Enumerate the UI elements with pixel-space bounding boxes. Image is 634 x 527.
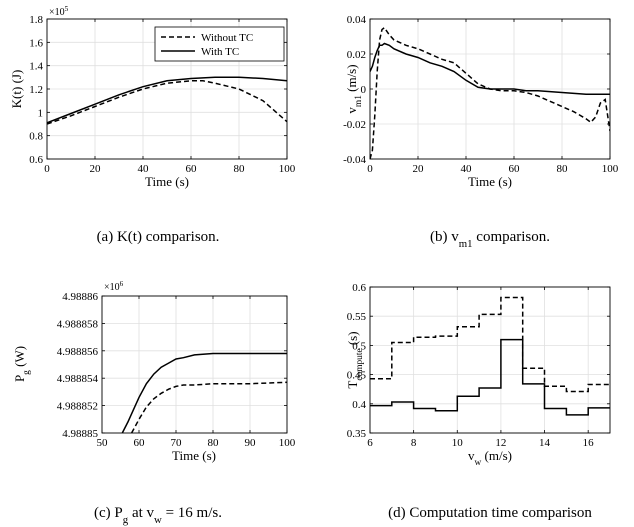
grid-lines xyxy=(369,286,610,434)
y-tick-label: -0.04 xyxy=(343,154,366,166)
x-tick-label: 6 xyxy=(367,437,373,449)
x-tick-label: 40 xyxy=(461,163,473,175)
x-tick-label: 80 xyxy=(234,163,246,175)
y-tick-label: 0.5 xyxy=(352,340,366,352)
legend: Without TC With TC xyxy=(154,26,285,62)
axes-box xyxy=(369,18,611,160)
y-tick-label: 4.988856 xyxy=(57,346,99,358)
x-axis-label: Time (s) xyxy=(172,448,216,463)
axes-box xyxy=(101,295,288,434)
y-axis-label: Pg​ (W) xyxy=(12,346,32,382)
y-tick-label: 0.6 xyxy=(29,154,43,166)
y-tick-label: 0.04 xyxy=(347,14,367,26)
y-tick-label: 1.4 xyxy=(29,61,43,73)
x-tick-label: 20 xyxy=(90,163,102,175)
y-axis-label: Tcompute​ (s) xyxy=(345,331,365,388)
x-tick-label: 80 xyxy=(208,437,220,449)
chart-panel-a: 0 20 40 60 80 100 0.6 0.8 1 1.2 1.4 1.6 1.8 Time (s) K… xyxy=(9,5,296,189)
y-axis-label: vm1​ (m/s) xyxy=(344,64,364,113)
x-tick-label: 14 xyxy=(539,437,551,449)
x-tick-label: 20 xyxy=(413,163,425,175)
axes-box xyxy=(46,18,288,160)
legend-label: With TC xyxy=(201,46,239,58)
y-tick-label: 4.988858 xyxy=(57,318,99,330)
series-line-solid xyxy=(121,352,287,433)
x-tick-label: 10 xyxy=(452,437,464,449)
x-axis-label: Time (s) xyxy=(468,174,512,189)
series-line-dashed xyxy=(370,296,610,393)
x-tick-label: 16 xyxy=(583,437,595,449)
caption-a: (a) K(t) comparison. xyxy=(97,229,220,245)
series-line-solid xyxy=(47,76,287,124)
x-tick-label: 8 xyxy=(411,437,417,449)
y-tick-label: 1.8 xyxy=(29,14,43,26)
y-tick-label: 4.988852 xyxy=(57,401,98,413)
series-line-solid xyxy=(370,338,610,416)
x-tick-label: 12 xyxy=(495,437,506,449)
x-tick-label: 80 xyxy=(557,163,569,175)
x-axis-label: vw​ (m/s) xyxy=(468,448,512,468)
chart-panel-b: 0 20 40 60 80 100 -0.04 -0.02 0 0.02 0.04 Time (s) v… xyxy=(343,14,619,189)
y-tick-label: 0.4 xyxy=(352,399,366,411)
x-tick-label: 90 xyxy=(245,437,257,449)
y-tick-label: 0.55 xyxy=(347,311,367,323)
x-tick-label: 100 xyxy=(279,437,296,449)
y-tick-label: 1 xyxy=(38,107,44,119)
legend-box xyxy=(154,26,285,62)
x-tick-label: 40 xyxy=(138,163,150,175)
x-tick-label: 50 xyxy=(97,437,109,449)
x-tick-label: 0 xyxy=(44,163,50,175)
y-multiplier-label: ×106​ xyxy=(104,280,124,293)
caption-c: (c) Pg​ at vw​ = 16 m/s. xyxy=(94,505,222,526)
x-tick-label: 70 xyxy=(171,437,183,449)
caption-d: (d) Computation time comparison xyxy=(388,505,592,521)
x-tick-label: 100 xyxy=(279,163,296,175)
y-tick-label: 0.35 xyxy=(347,428,367,440)
y-tick-label: 4.98885 xyxy=(62,428,98,440)
y-tick-label: 0 xyxy=(361,84,367,96)
series-line-dashed xyxy=(130,381,287,433)
legend-label: Without TC xyxy=(201,32,253,44)
y-tick-label: 1.2 xyxy=(29,84,43,96)
y-axis-label: K(t) (J) xyxy=(9,70,24,109)
x-tick-label: 60 xyxy=(186,163,198,175)
grid-lines xyxy=(101,295,288,434)
y-tick-label: -0.02 xyxy=(343,119,366,131)
chart-panel-c: 50 60 70 80 90 100 4.98885 4.988852 4.988854 4.98… xyxy=(12,280,296,463)
y-tick-label: 0.6 xyxy=(352,282,366,294)
y-tick-label: 0.8 xyxy=(29,131,43,143)
x-axis-label: Time (s) xyxy=(145,174,189,189)
y-tick-label: 4.98886 xyxy=(62,291,98,303)
y-multiplier-label: ×105​ xyxy=(49,5,69,18)
series-line-dashed xyxy=(47,80,287,125)
axes-box xyxy=(369,286,611,434)
series-line-dashed xyxy=(370,26,610,159)
series-line-solid xyxy=(370,42,610,96)
y-tick-label: 1.6 xyxy=(29,37,43,49)
y-tick-label: 0.45 xyxy=(347,370,367,382)
x-tick-label: 0 xyxy=(367,163,373,175)
chart-panel-d: 6 8 10 12 14 16 0.35 0.4 0.45 0.5 0.55 0.6 vw​ (m/s)… xyxy=(345,282,611,468)
x-tick-label: 60 xyxy=(134,437,146,449)
x-tick-label: 100 xyxy=(602,163,619,175)
y-tick-label: 4.988854 xyxy=(57,373,99,385)
x-tick-label: 60 xyxy=(509,163,521,175)
caption-b: (b) vm1​ comparison. xyxy=(430,229,550,250)
y-tick-label: 0.02 xyxy=(347,49,366,61)
